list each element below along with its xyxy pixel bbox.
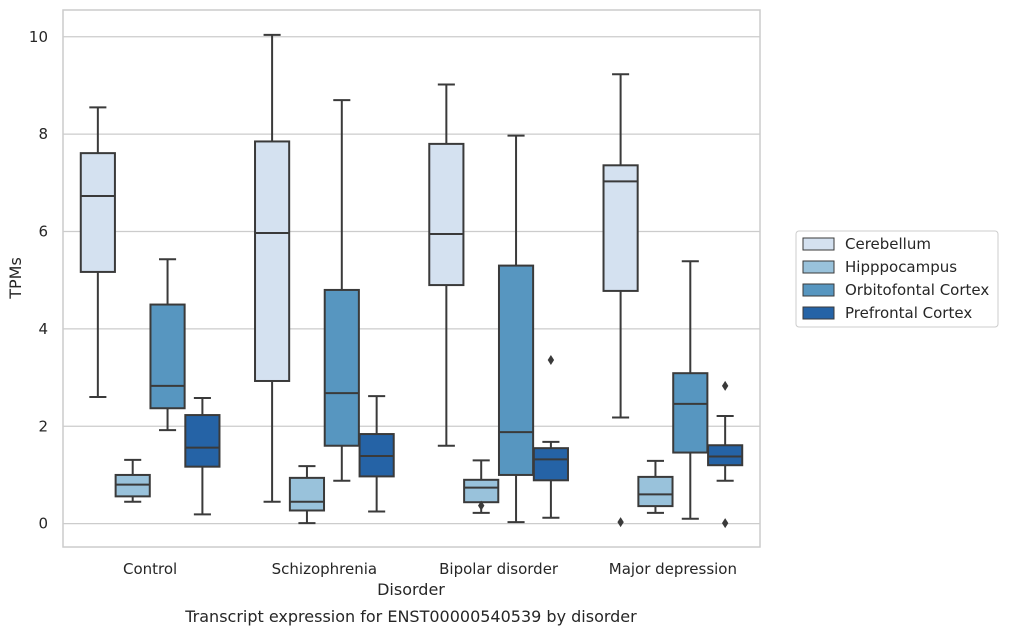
box-hipppocampus	[463, 459, 500, 514]
box-orbitofontal-cortex	[672, 260, 709, 520]
y-tick-label: 4	[38, 320, 48, 338]
box-iqr	[532, 447, 569, 482]
box-iqr	[497, 264, 535, 476]
box-cerebellum	[602, 73, 639, 528]
x-tick-label: Major depression	[609, 560, 737, 578]
box-orbitofontal-cortex	[323, 99, 360, 482]
box-hipppocampus	[114, 458, 151, 503]
outlier-point	[478, 500, 485, 511]
legend-label: Orbitofontal Cortex	[845, 281, 989, 299]
box-prefrontal-cortex	[358, 395, 395, 513]
box-orbitofontal-cortex	[149, 258, 186, 432]
box-iqr	[254, 140, 291, 382]
outlier-point	[547, 355, 555, 366]
x-axis-label: Disorder	[377, 580, 445, 599]
box-iqr	[79, 152, 116, 273]
legend-swatch	[802, 283, 835, 297]
legend-label: Cerebellum	[845, 235, 931, 253]
box-series	[79, 33, 744, 529]
outlier-point	[617, 517, 624, 528]
box-hipppocampus	[637, 459, 674, 514]
box-iqr	[672, 372, 709, 454]
legend-label: Prefrontal Cortex	[845, 304, 972, 322]
y-tick-label: 6	[38, 223, 48, 241]
legend-swatch	[802, 260, 835, 274]
outlier-point	[721, 518, 729, 529]
box-cerebellum	[428, 83, 465, 447]
legend: Cerebellum Hipppocampus Orbitofontal Corte…	[795, 230, 999, 328]
outlier-point	[721, 380, 729, 391]
x-tick-label: Bipolar disorder	[439, 560, 559, 578]
y-tick-label: 0	[38, 515, 48, 533]
box-prefrontal-cortex	[532, 355, 569, 519]
box-prefrontal-cortex	[184, 397, 221, 516]
box-orbitofontal-cortex	[497, 134, 535, 524]
box-iqr	[288, 476, 326, 512]
box-iqr	[707, 444, 744, 467]
box-iqr	[463, 478, 500, 504]
y-tick-label: 2	[38, 417, 48, 435]
legend-label: Hipppocampus	[845, 258, 957, 276]
box-iqr	[184, 414, 221, 468]
legend-swatch	[802, 237, 835, 251]
y-axis-label: TPMs	[6, 257, 25, 300]
box-iqr	[149, 303, 186, 410]
box-hipppocampus	[288, 465, 326, 525]
box-iqr	[323, 288, 360, 447]
x-tick-label: Control	[123, 560, 177, 578]
box-iqr	[428, 142, 465, 287]
chart-caption: Transcript expression for ENST0000054053…	[184, 607, 637, 626]
y-tick-label: 8	[38, 125, 48, 143]
box-iqr	[637, 475, 674, 508]
y-tick-label: 10	[29, 28, 48, 46]
plot-frame	[62, 9, 761, 548]
x-tick-labels: Control Schizophrenia Bipolar disorder Majo…	[123, 560, 737, 578]
box-iqr	[602, 164, 639, 292]
box-cerebellum	[254, 33, 291, 503]
y-tick-labels: 0 2 4 6 8 10	[29, 28, 48, 533]
legend-frame	[795, 230, 999, 328]
box-prefrontal-cortex	[707, 380, 744, 529]
legend-swatch	[802, 306, 835, 320]
x-tick-label: Schizophrenia	[272, 560, 377, 578]
box-cerebellum	[79, 106, 116, 399]
